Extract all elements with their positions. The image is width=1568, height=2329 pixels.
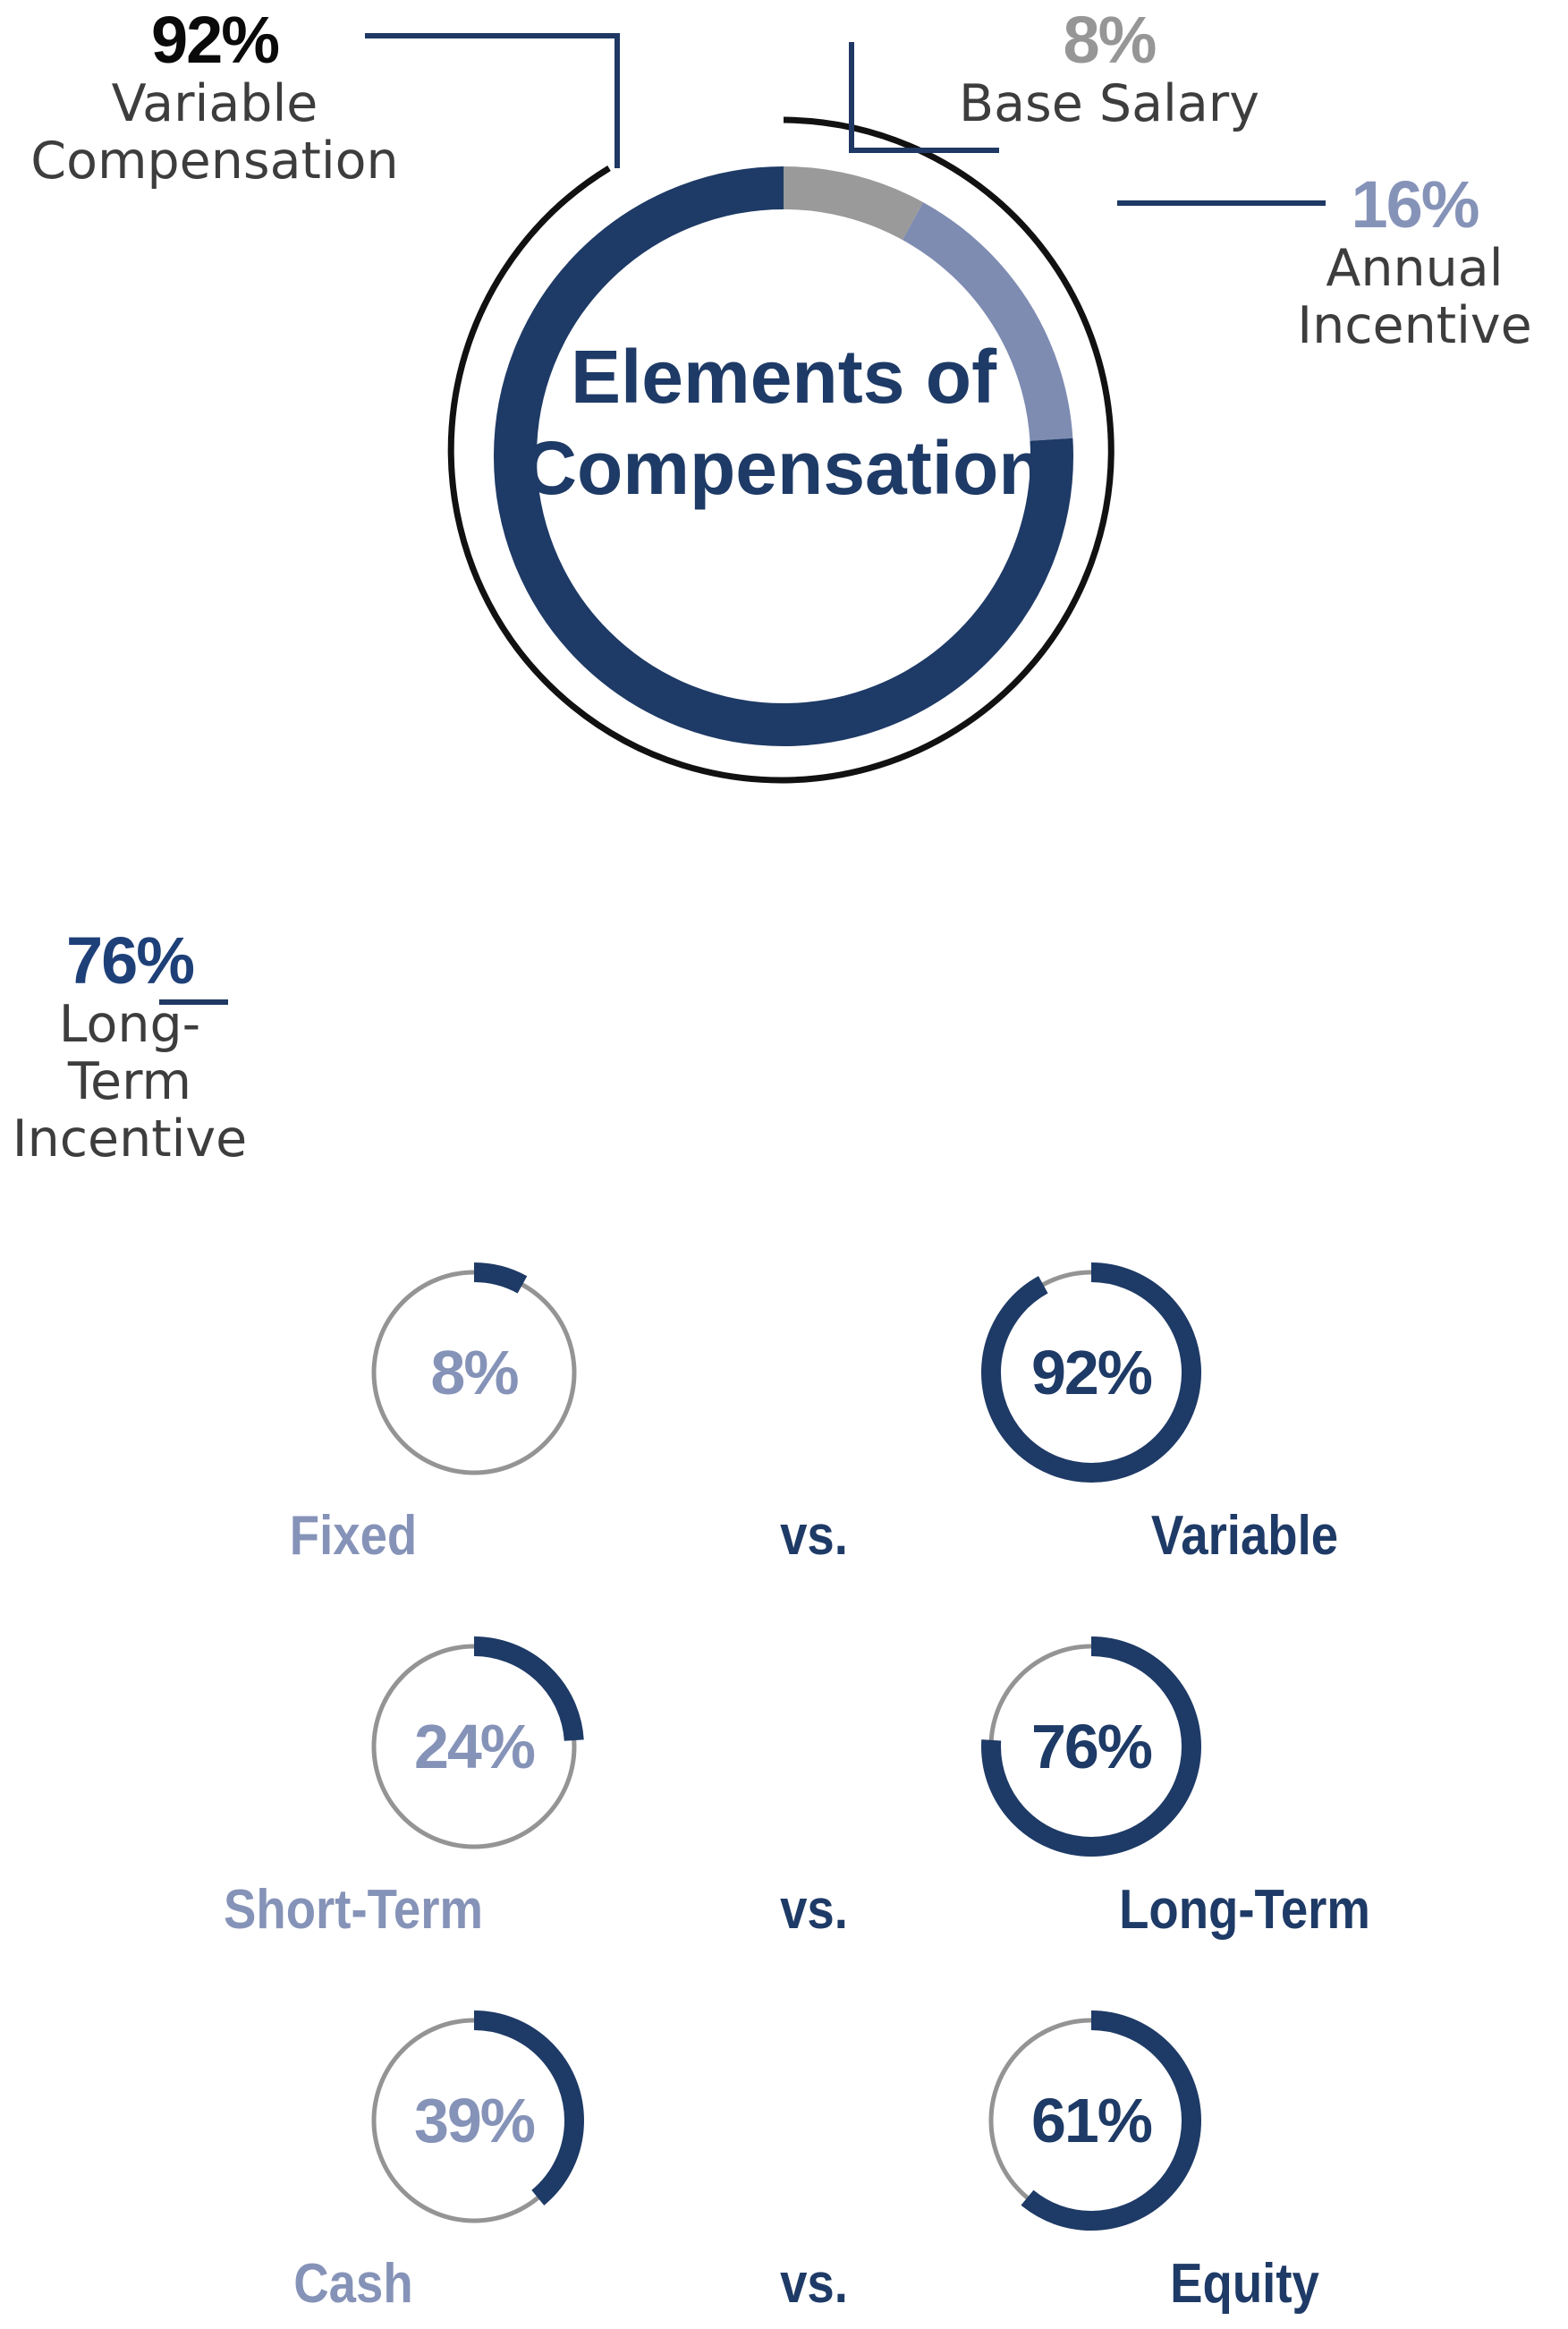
mini-donut-cash-value: 39% [413, 2086, 536, 2155]
callout-long-term-incentive: 76% Long-Term Incentive [0, 923, 259, 1169]
mini-donut-long-term: 76% [975, 1630, 1208, 1863]
mini-donut-variable: 92% [975, 1256, 1208, 1489]
callout-base-percent: 8% [1063, 3, 1157, 77]
mini-donut-short-term-value: 24% [413, 1712, 536, 1781]
comparison-label-short-term: Short-Term [224, 1879, 483, 1941]
mini-donut-variable-value: 92% [1030, 1338, 1153, 1407]
mini-donut-long-term-value: 76% [1030, 1712, 1153, 1781]
comparison-label-long-term: Long-Term [1119, 1879, 1370, 1941]
mini-donut-equity: 61% [975, 2004, 1208, 2237]
comparison-label-variable: Variable [1150, 1505, 1339, 1567]
mini-donut-short-term: 24% [358, 1630, 590, 1863]
comparison-label-equity: Equity [1170, 2253, 1319, 2315]
outer-bracket-arc [447, 116, 1115, 784]
comparison-row-short-long-term: 24% 76% Short-Term vs. Long-Term [0, 1627, 1568, 2001]
callout-lti-label: Long-Term Incentive [12, 995, 248, 1169]
callout-variable-compensation: 92% Variable Compensation [0, 3, 429, 191]
callout-base-label: Base Salary [959, 74, 1259, 133]
comparison-vs-1: vs. [780, 1505, 848, 1567]
callout-lti-percent: 76% [65, 923, 195, 998]
mini-donut-fixed: 8% [358, 1256, 590, 1489]
donut-center-title-line2: Compensation [522, 426, 1044, 510]
comparison-label-fixed: Fixed [289, 1505, 418, 1567]
mini-donut-cash: 39% [358, 2004, 590, 2237]
comparison-vs-3: vs. [780, 2253, 848, 2315]
callout-annual-incentive: 16% Annual Incentive [1261, 167, 1568, 355]
callout-annual-percent: 16% [1351, 167, 1479, 242]
callout-annual-label: Annual Incentive [1297, 239, 1532, 355]
elements-of-compensation-donut: Elements of Compensation [447, 116, 1115, 784]
donut-center-title-line1: Elements of [571, 335, 997, 419]
callout-variable-label: Variable Compensation [30, 74, 399, 191]
callout-variable-percent: 92% [150, 3, 280, 77]
comparison-section: 8% 92% Fixed vs. Variable 24% [0, 1253, 1568, 2329]
segment-long-term-incentive [494, 166, 1073, 746]
comparison-row-cash-equity: 39% 61% Cash vs. Equity [0, 2001, 1568, 2329]
comparison-label-cash: Cash [293, 2253, 413, 2315]
mini-donut-fixed-value: 8% [430, 1338, 519, 1407]
callout-base-salary: 8% Base Salary [894, 3, 1324, 133]
mini-donut-equity-value: 61% [1030, 2086, 1153, 2155]
comparison-row-fixed-variable: 8% 92% Fixed vs. Variable [0, 1253, 1568, 1627]
comparison-vs-2: vs. [780, 1879, 848, 1941]
